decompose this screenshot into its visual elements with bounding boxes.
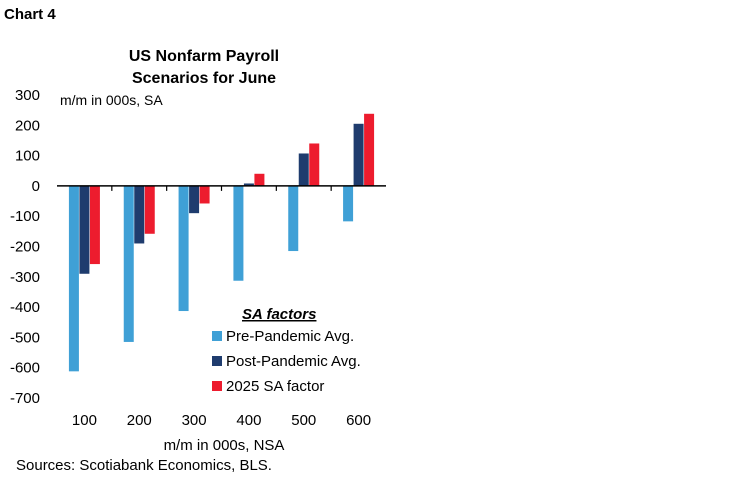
bar-pre-pandemic-avg-400 [233,185,244,281]
legend-label: Post-Pandemic Avg. [226,353,361,370]
bar-post-pandemic-avg-100 [79,185,90,274]
bar-pre-pandemic-avg-300 [178,185,189,312]
legend: SA factors Pre-Pandemic Avg. Post-Pandemi… [212,306,361,395]
legend-swatch [212,331,222,341]
x-tick-label: 100 [72,412,97,429]
y-axis-label: m/m in 000s, SA [60,92,163,108]
y-tick-label: -100 [10,208,40,225]
y-tick-label: -700 [10,390,40,407]
chart-label: Chart 4 [4,6,56,23]
y-tick-label: 0 [32,178,40,195]
bar-pre-pandemic-avg-100 [68,185,79,372]
bar-post-pandemic-avg-200 [134,185,145,244]
y-tick-label: -600 [10,360,40,377]
y-tick-label: -300 [10,269,40,286]
y-tick-label: -500 [10,329,40,346]
bar-pre-pandemic-avg-200 [123,185,134,342]
y-axis-ticks: 300 200 100 0 -100 -200 -300 -400 -500 -600 -700 [10,87,40,407]
x-axis-label: m/m in 000s, NSA [164,437,285,454]
bars-layer [68,113,375,372]
legend-label: Pre-Pandemic Avg. [226,328,354,345]
legend-swatch [212,356,222,366]
legend-title: SA factors [242,306,316,323]
x-axis-ticks: 100 200 300 400 500 600 [72,412,371,429]
bar-post-pandemic-avg-300 [189,185,200,214]
legend-swatch [212,381,222,391]
bar-pre-pandemic-avg-500 [288,185,299,252]
y-tick-label: 300 [15,87,40,104]
bar-2025-sa-factor-400 [254,173,265,186]
y-tick-label: 100 [15,148,40,165]
x-axis [57,185,386,191]
source-note: Sources: Scotiabank Economics, BLS. [16,457,272,474]
x-tick-label: 400 [236,412,261,429]
bar-2025-sa-factor-500 [309,143,320,186]
bar-post-pandemic-avg-600 [353,123,364,186]
chart-title-line-1: US Nonfarm Payroll [129,48,279,65]
bar-2025-sa-factor-100 [89,185,100,265]
bar-post-pandemic-avg-400 [243,183,254,186]
bar-2025-sa-factor-600 [364,113,375,186]
x-tick-label: 200 [127,412,152,429]
legend-label: 2025 SA factor [226,378,324,395]
bar-post-pandemic-avg-500 [298,153,309,186]
y-tick-label: -400 [10,299,40,316]
chart-title-line-2: Scenarios for June [132,70,276,87]
bar-2025-sa-factor-300 [199,185,210,204]
y-tick-label: -200 [10,239,40,256]
x-tick-label: 600 [346,412,371,429]
bar-2025-sa-factor-200 [144,185,155,234]
bar-pre-pandemic-avg-600 [343,185,354,222]
x-tick-label: 300 [182,412,207,429]
y-tick-label: 200 [15,117,40,134]
x-tick-label: 500 [291,412,316,429]
